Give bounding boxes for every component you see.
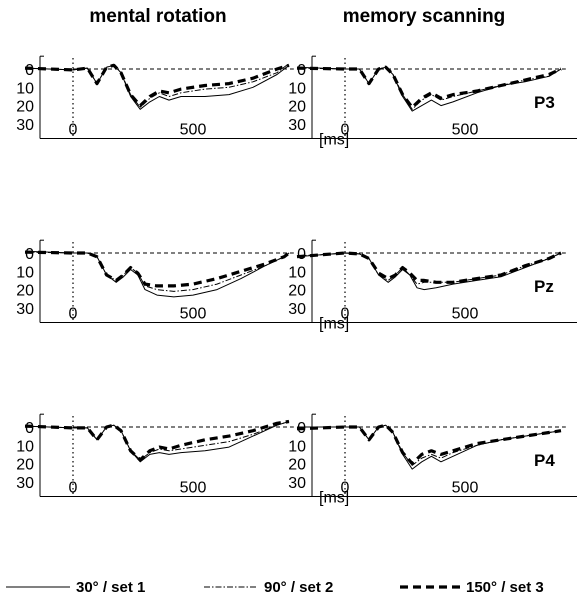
y-tick-label: 10 (288, 264, 306, 281)
y-tick-label: 30 (16, 475, 34, 492)
series-line-3 (296, 251, 562, 284)
series-line-1 (24, 421, 290, 463)
x-unit-label: [ms] (319, 316, 349, 333)
y-tick-label: 30 (288, 117, 306, 134)
y-tick-label: 30 (288, 301, 306, 318)
y-tick-label: 10 (288, 438, 306, 455)
x-tick-label: 0 (69, 306, 78, 323)
y-tick-label: 0 (25, 246, 34, 263)
electrode-label-p4: P4 (534, 451, 555, 470)
column-title-memory-scanning: memory scanning (343, 6, 506, 27)
series-line-1 (296, 252, 562, 291)
y-tick-label: 30 (16, 301, 34, 318)
x-unit-label: [ms] (319, 490, 349, 507)
series-line-3 (24, 63, 290, 108)
x-tick-label: 500 (180, 122, 207, 139)
x-tick-label: 0 (341, 306, 350, 323)
y-tick-label: 20 (288, 283, 306, 300)
x-tick-label: 0 (69, 122, 78, 139)
x-tick-label: 500 (452, 122, 479, 139)
x-unit-label: [ms] (319, 132, 349, 149)
y-tick-label: 20 (16, 99, 34, 116)
electrode-label-p3: P3 (534, 93, 555, 112)
y-tick-label: 0 (25, 420, 34, 437)
series-line-3 (296, 65, 562, 109)
y-tick-label: 20 (288, 99, 306, 116)
y-tick-label: 30 (16, 117, 34, 134)
series-line-1 (24, 250, 290, 298)
y-tick-label: 0 (25, 62, 34, 79)
series-line-2 (296, 66, 562, 110)
x-tick-label: 500 (180, 480, 207, 497)
y-tick-label: 0 (297, 62, 306, 79)
series-line-2 (24, 421, 290, 461)
x-tick-label: 0 (341, 122, 350, 139)
y-tick-label: 20 (16, 283, 34, 300)
series-line-3 (296, 423, 562, 466)
x-tick-label: 0 (69, 480, 78, 497)
legend-label-1: 30° / set 1 (76, 579, 145, 596)
y-tick-label: 10 (16, 80, 34, 97)
x-tick-label: 500 (452, 306, 479, 323)
x-tick-label: 500 (452, 480, 479, 497)
legend: 30° / set 1 90° / set 2 150° / set 3 (6, 579, 544, 596)
y-tick-label: 30 (288, 475, 306, 492)
series-line-1 (297, 424, 562, 470)
panels-group: 01020300500[ms]01020300500[ms]P301020300… (16, 55, 577, 507)
y-tick-label: 20 (16, 457, 34, 474)
series-line-1 (296, 66, 562, 112)
legend-label-3: 150° / set 3 (466, 579, 544, 596)
electrode-label-pz: Pz (534, 277, 554, 296)
series-line-3 (24, 250, 290, 288)
y-tick-label: 10 (16, 264, 34, 281)
x-tick-label: 0 (341, 480, 350, 497)
y-tick-label: 0 (297, 246, 306, 263)
series-line-2 (296, 252, 562, 285)
series-line-1 (24, 64, 290, 110)
y-tick-label: 10 (288, 80, 306, 97)
y-tick-label: 10 (16, 438, 34, 455)
y-tick-label: 20 (288, 457, 306, 474)
legend-label-2: 90° / set 2 (264, 579, 333, 596)
x-tick-label: 500 (180, 306, 207, 323)
series-line-2 (297, 424, 562, 466)
column-title-mental-rotation: mental rotation (89, 6, 226, 27)
